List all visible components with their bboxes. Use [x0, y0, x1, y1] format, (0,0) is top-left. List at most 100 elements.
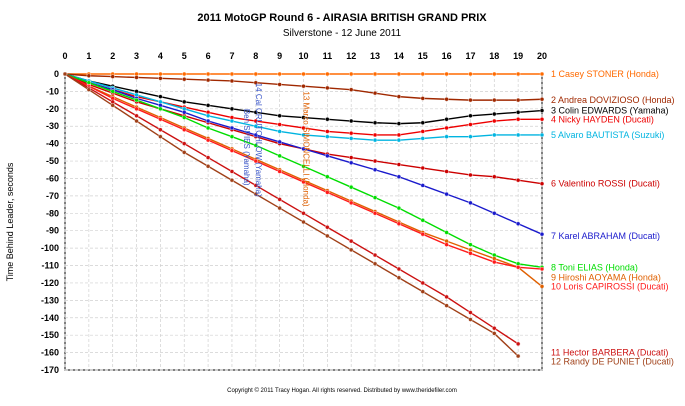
- data-point: [205, 125, 211, 131]
- data-point: [539, 132, 545, 138]
- y-tick-label: -100: [41, 243, 59, 253]
- series-label: 1 Casey STONER (Honda): [551, 69, 659, 79]
- data-point: [539, 117, 545, 122]
- data-point: [444, 71, 449, 77]
- data-point: [325, 134, 330, 139]
- data-point: [492, 118, 497, 124]
- data-point: [182, 127, 187, 132]
- y-tick-label: -170: [41, 365, 59, 375]
- data-point: [349, 136, 354, 141]
- data-point: [62, 71, 68, 77]
- data-point: [515, 221, 521, 226]
- series-line: [64, 73, 519, 357]
- data-point: [372, 132, 378, 138]
- y-tick-label: -10: [46, 86, 59, 96]
- data-point: [539, 266, 545, 272]
- data-point: [253, 118, 259, 124]
- data-point: [253, 110, 259, 115]
- data-point: [158, 127, 163, 132]
- annotation-label: 13 Marco SIMONCELLI (Honda): [302, 91, 311, 206]
- data-point: [444, 134, 449, 139]
- data-point: [444, 169, 449, 174]
- data-point: [182, 77, 187, 82]
- grid: [64, 73, 543, 371]
- data-point: [515, 97, 521, 103]
- data-point: [372, 261, 378, 266]
- data-point: [229, 134, 235, 139]
- data-point: [515, 132, 521, 138]
- y-tick-label: -60: [46, 173, 59, 183]
- data-point: [86, 73, 92, 78]
- series-label: 7 Karel ABRAHAM (Ducati): [551, 231, 660, 241]
- data-point: [396, 174, 402, 179]
- data-point: [229, 125, 235, 131]
- data-point: [492, 331, 497, 336]
- data-point: [277, 82, 282, 87]
- data-point: [229, 178, 235, 183]
- data-point: [253, 183, 259, 188]
- series-labels: 1 Casey STONER (Honda) 2 Andrea DOVIZIOSO…: [551, 69, 675, 366]
- series-label: 9 Hiroshi AOYAMA (Honda): [551, 273, 661, 283]
- data-point: [229, 71, 235, 77]
- data-point: [396, 94, 402, 99]
- data-point: [229, 78, 235, 84]
- data-point: [229, 118, 235, 124]
- data-point: [253, 191, 259, 197]
- series-label: 11 Hector BARBERA (Ducati): [551, 348, 668, 358]
- data-point: [515, 71, 521, 77]
- data-point: [110, 74, 115, 79]
- x-tick-label: 19: [513, 51, 523, 61]
- data-point: [158, 106, 163, 112]
- data-point: [468, 97, 473, 103]
- data-point: [420, 120, 425, 125]
- data-point: [468, 310, 473, 315]
- data-point: [205, 103, 211, 108]
- data-point: [396, 162, 402, 167]
- data-point: [349, 87, 354, 92]
- data-point: [182, 110, 187, 115]
- data-point: [444, 242, 449, 247]
- data-point: [325, 225, 330, 230]
- data-point: [539, 284, 545, 289]
- data-point: [253, 80, 259, 85]
- x-tick-label: 15: [418, 51, 428, 61]
- data-point: [372, 71, 378, 77]
- data-point: [492, 259, 497, 265]
- data-point: [515, 265, 521, 270]
- data-point: [253, 124, 259, 129]
- data-point: [372, 195, 378, 200]
- data-point: [301, 164, 306, 169]
- annotation-label: Ben SPIES (Yamaha): [242, 109, 251, 186]
- data-point: [492, 132, 497, 138]
- data-point: [301, 125, 306, 131]
- data-point: [539, 181, 545, 186]
- series-label: 2 Andrea DOVIZIOSO (Honda): [551, 95, 675, 105]
- data-point: [396, 266, 402, 272]
- data-point: [110, 89, 115, 94]
- data-point: [277, 205, 282, 211]
- data-point: [134, 113, 139, 118]
- data-point: [205, 118, 211, 124]
- y-tick-label: -70: [46, 191, 59, 201]
- x-tick-label: 10: [298, 51, 308, 61]
- data-point: [182, 150, 187, 155]
- data-point: [372, 158, 378, 164]
- data-point: [349, 184, 354, 190]
- series-label: 6 Valentino ROSSI (Ducati): [551, 179, 660, 189]
- data-point: [349, 71, 354, 77]
- data-point: [468, 172, 473, 178]
- x-tick-label: 13: [370, 51, 380, 61]
- y-tick-label: -20: [46, 104, 59, 114]
- data-point: [134, 97, 139, 103]
- x-tick-label: 11: [323, 51, 333, 61]
- data-point: [444, 97, 449, 102]
- data-point: [539, 71, 545, 77]
- series-group: [62, 71, 545, 359]
- data-point: [492, 174, 497, 179]
- x-tick-label: 9: [277, 51, 282, 61]
- data-point: [86, 87, 92, 92]
- data-point: [539, 231, 545, 237]
- y-axis-label: Time Behind Leader, seconds: [5, 162, 15, 281]
- data-point: [349, 160, 354, 166]
- y-tick-label: -50: [46, 156, 59, 166]
